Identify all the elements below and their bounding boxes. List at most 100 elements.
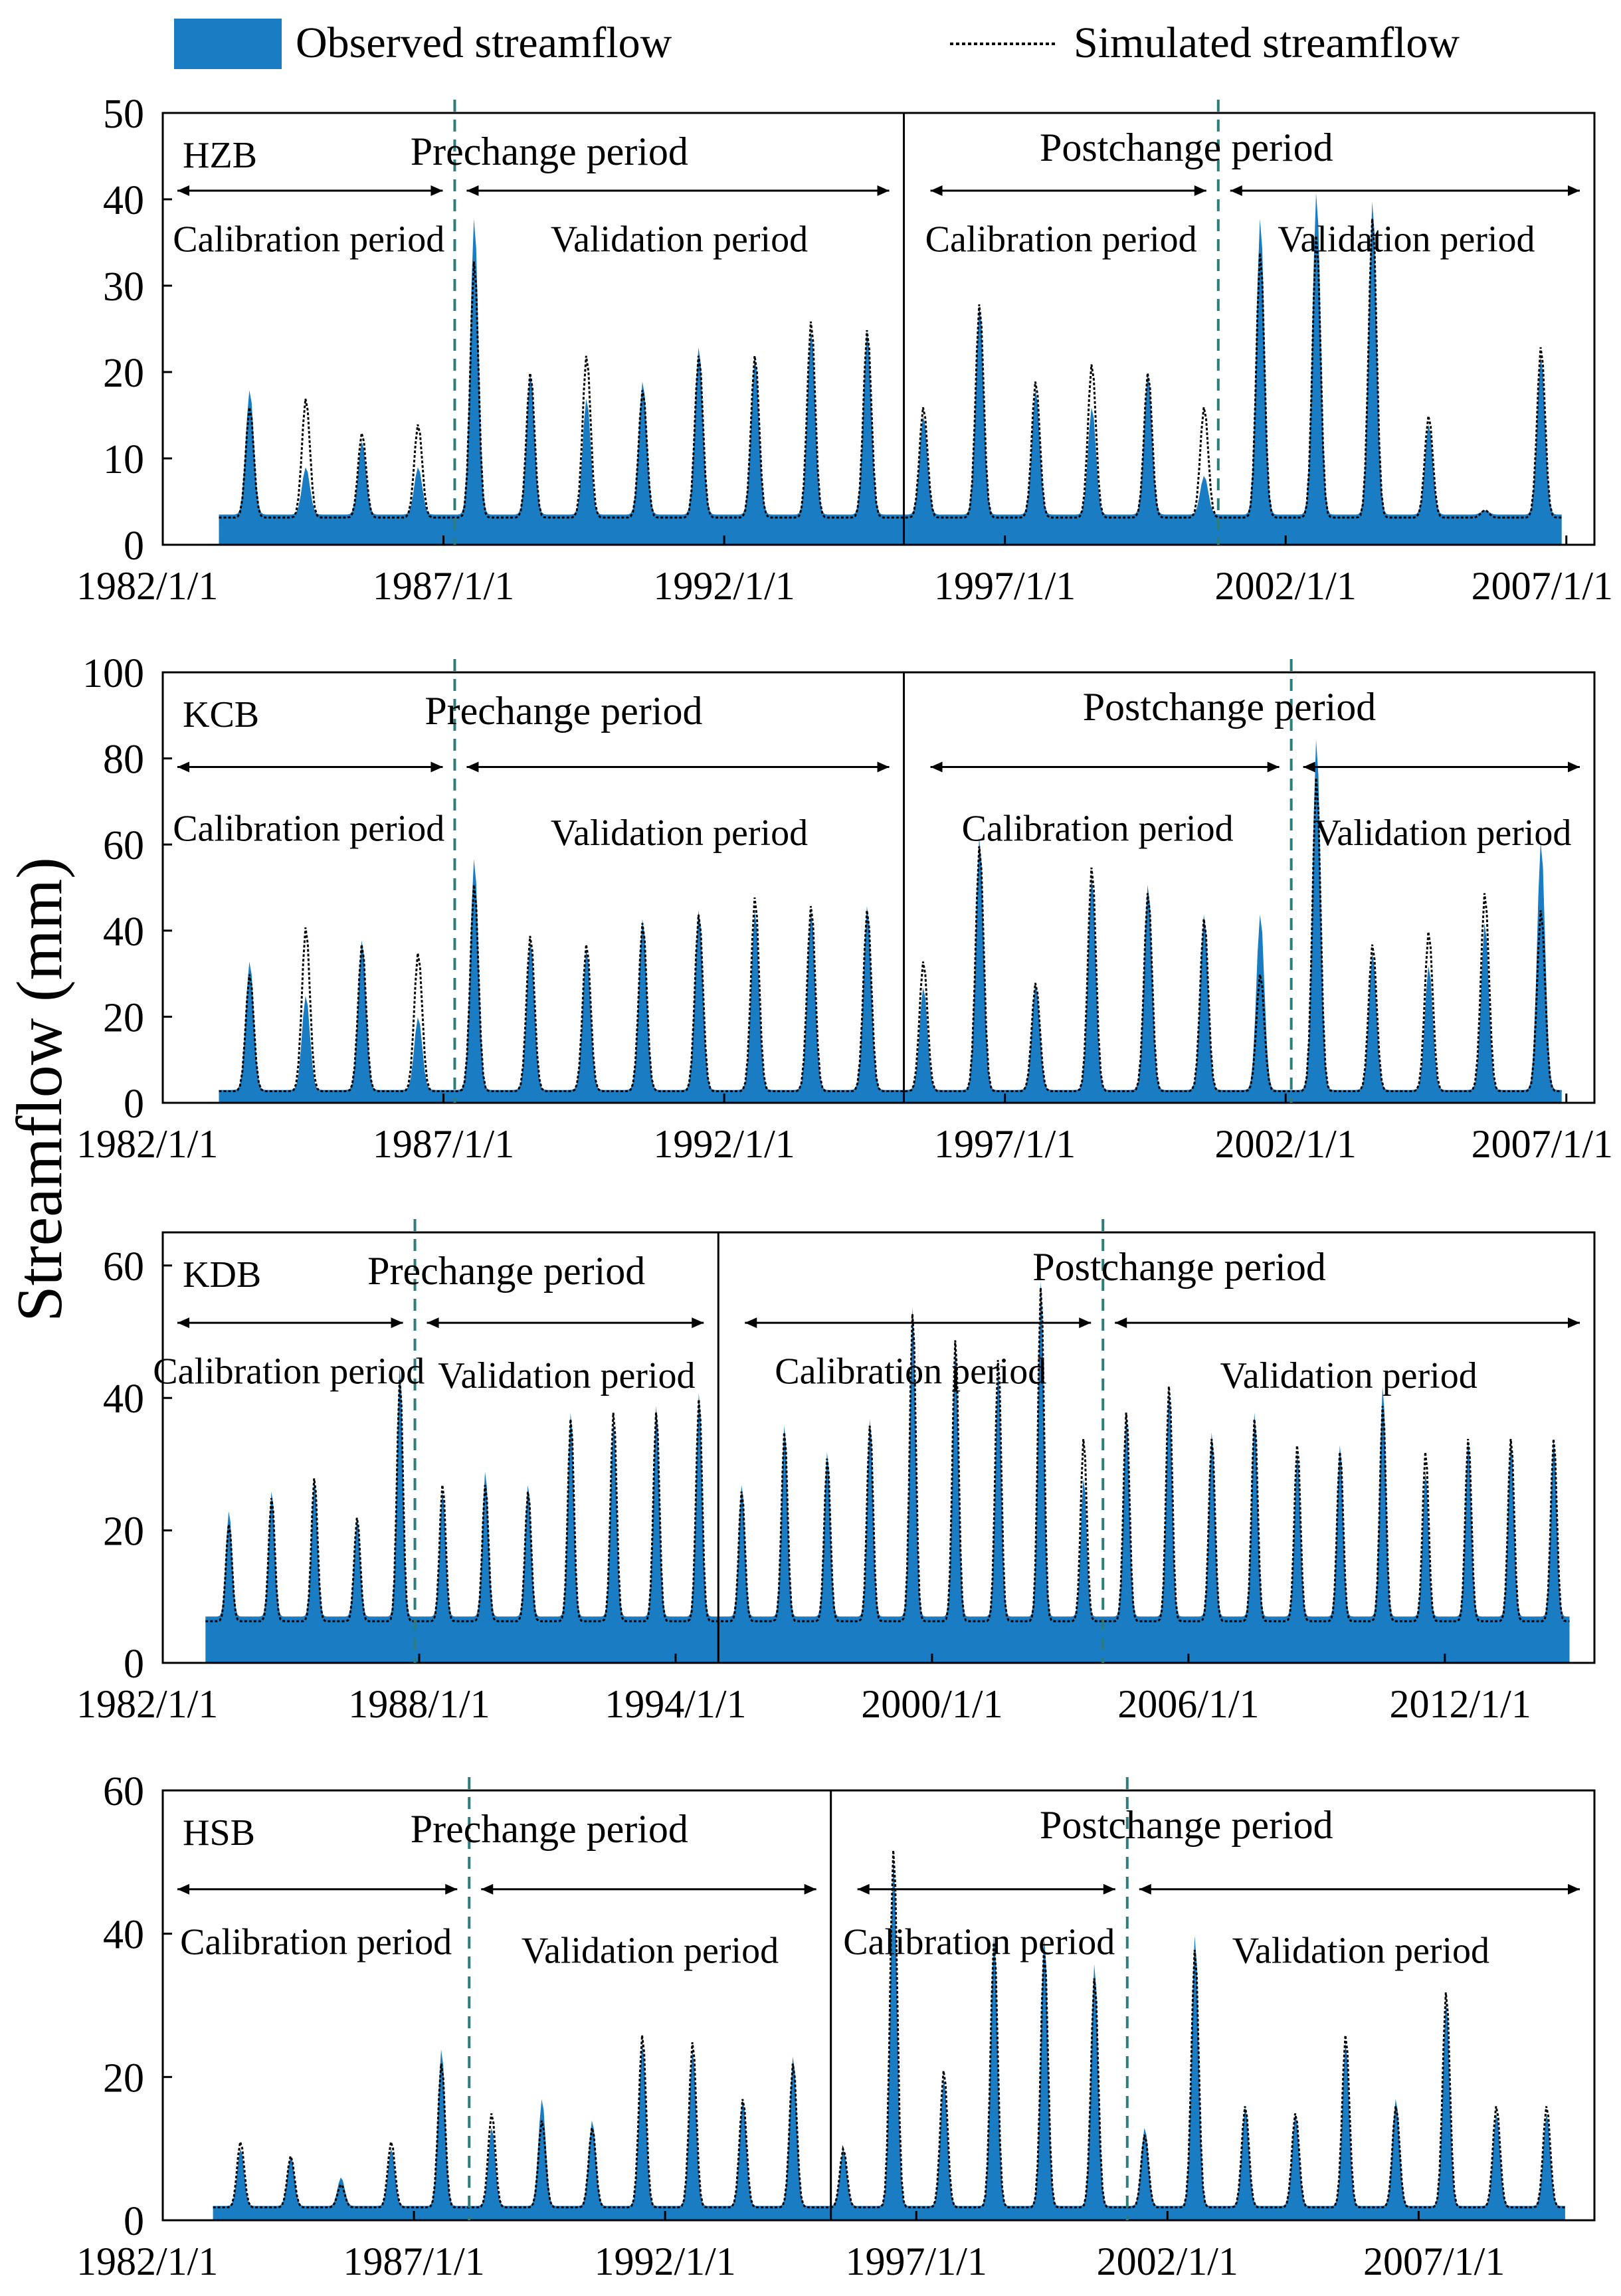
prechange-calibration-arrow-head-right xyxy=(430,761,443,773)
basin-label: KCB xyxy=(183,694,259,735)
postchange-period-label: Postchange period xyxy=(1040,1803,1333,1847)
postchange-validation-arrow-head-right xyxy=(1568,1883,1580,1895)
panel-kdb: 0 20 40 60 1982/1/1 1988/1/1 1994/1/1 2000/1/1 2… xyxy=(76,1219,1596,1726)
simulated-streamflow-line xyxy=(219,777,1562,1092)
prechange-period-label: Prechange period xyxy=(411,1807,688,1851)
prechange-calibration-arrow-head-left xyxy=(177,1883,189,1895)
y-tick-label: 0 xyxy=(124,1082,144,1127)
y-tick-label: 80 xyxy=(103,737,144,783)
y-tick-label: 0 xyxy=(124,524,144,569)
x-tick-label: 1997/1/1 xyxy=(934,1122,1076,1166)
postchange-calibration-arrow-head-left xyxy=(930,761,943,773)
prechange-validation-arrow-head-right xyxy=(692,1317,704,1329)
prechange-period-label: Prechange period xyxy=(367,1249,645,1293)
postchange-validation-arrow-head-left xyxy=(1303,761,1315,773)
prechange-calibration-label: Calibration period xyxy=(180,1921,452,1962)
y-tick-label: 20 xyxy=(103,2056,144,2101)
y-tick-label: 20 xyxy=(103,1509,144,1555)
prechange-validation-label: Validation period xyxy=(551,813,808,854)
y-tick-label: 20 xyxy=(103,995,144,1040)
postchange-calibration-label: Calibration period xyxy=(775,1351,1046,1392)
postchange-period-label: Postchange period xyxy=(1032,1245,1326,1289)
postchange-validation-arrow-head-left xyxy=(1115,1317,1127,1329)
x-tick-label: 2007/1/1 xyxy=(1472,564,1613,608)
postchange-validation-arrow-head-left xyxy=(1139,1883,1151,1895)
x-tick-label: 1997/1/1 xyxy=(934,564,1076,608)
postchange-calibration-arrow-head-left xyxy=(930,185,943,196)
y-tick-label: 40 xyxy=(103,178,144,223)
x-tick-label: 1982/1/1 xyxy=(76,1682,218,1726)
x-tick-label: 2006/1/1 xyxy=(1117,1682,1259,1726)
legend-observed-swatch xyxy=(174,19,282,69)
postchange-calibration-label: Calibration period xyxy=(962,808,1234,849)
prechange-calibration-arrow-head-right xyxy=(445,1883,458,1895)
panel-hzb: 0 10 20 30 40 50 1982/1/1 1987/1/1 1992/1/1 1997/… xyxy=(76,92,1613,608)
postchange-calibration-arrow-head-left xyxy=(745,1317,757,1329)
x-tick-label: 1987/1/1 xyxy=(343,2240,484,2283)
prechange-validation-arrow-head-right xyxy=(804,1883,816,1895)
postchange-calibration-arrow-head-right xyxy=(1103,1883,1115,1895)
postchange-validation-label: Validation period xyxy=(1278,219,1535,260)
postchange-calibration-label: Calibration period xyxy=(925,219,1197,260)
prechange-validation-arrow-head-right xyxy=(877,185,890,196)
postchange-validation-arrow-head-right xyxy=(1568,761,1580,773)
postchange-validation-label: Validation period xyxy=(1314,813,1571,854)
postchange-calibration-arrow-head-right xyxy=(1267,761,1280,773)
x-tick-label: 2007/1/1 xyxy=(1363,2240,1505,2283)
prechange-validation-arrow-head-left xyxy=(466,185,479,196)
y-tick-label: 40 xyxy=(103,909,144,955)
prechange-period-label: Prechange period xyxy=(411,130,688,173)
y-tick-label: 60 xyxy=(103,1244,144,1290)
observed-streamflow-area xyxy=(213,1857,1565,2220)
panel-frame xyxy=(161,671,1596,1104)
y-tick-label: 0 xyxy=(124,1642,144,1687)
postchange-calibration-arrow-head-left xyxy=(857,1883,870,1895)
prechange-calibration-arrow-head-left xyxy=(177,761,189,773)
postchange-calibration-label: Calibration period xyxy=(843,1921,1115,1962)
prechange-validation-arrow-head-left xyxy=(427,1317,439,1329)
prechange-validation-arrow-head-left xyxy=(481,1883,494,1895)
x-tick-label: 2002/1/1 xyxy=(1215,564,1357,608)
postchange-validation-label: Validation period xyxy=(1220,1355,1477,1396)
prechange-period-label: Prechange period xyxy=(425,689,702,733)
panel-frame xyxy=(161,1789,1596,2222)
basin-label: KDB xyxy=(183,1254,261,1295)
x-tick-label: 1987/1/1 xyxy=(373,564,514,608)
x-tick-label: 1987/1/1 xyxy=(373,1122,514,1166)
postchange-validation-arrow-head-right xyxy=(1568,185,1580,196)
y-tick-label: 50 xyxy=(103,92,144,137)
x-tick-label: 1997/1/1 xyxy=(846,2240,987,2283)
legend-simulated-label: Simulated streamflow xyxy=(1074,19,1460,67)
basin-label: HZB xyxy=(183,135,257,176)
simulated-streamflow-line xyxy=(213,1850,1565,2209)
x-tick-label: 1992/1/1 xyxy=(653,564,795,608)
observed-streamflow-area xyxy=(205,1281,1570,1663)
y-axis-title: Streamflow (mm) xyxy=(4,857,76,1321)
postchange-calibration-arrow-head-right xyxy=(1194,185,1206,196)
simulated-streamflow-line xyxy=(219,219,1562,519)
y-tick-label: 10 xyxy=(103,437,144,482)
postchange-period-label: Postchange period xyxy=(1083,685,1377,729)
x-tick-label: 1994/1/1 xyxy=(605,1682,746,1726)
prechange-calibration-arrow-head-right xyxy=(391,1317,403,1329)
prechange-validation-arrow-head-left xyxy=(466,761,479,773)
y-tick-label: 0 xyxy=(124,2199,144,2244)
x-tick-label: 2007/1/1 xyxy=(1472,1122,1613,1166)
y-tick-label: 60 xyxy=(103,823,144,868)
y-tick-label: 30 xyxy=(103,264,144,310)
x-tick-label: 1988/1/1 xyxy=(348,1682,490,1726)
prechange-calibration-arrow-head-left xyxy=(177,185,189,196)
y-tick-label: 60 xyxy=(103,1769,144,1814)
y-tick-label: 100 xyxy=(82,651,144,696)
postchange-validation-label: Validation period xyxy=(1232,1930,1489,1971)
prechange-calibration-arrow-head-right xyxy=(430,185,443,196)
prechange-calibration-label: Calibration period xyxy=(173,808,444,849)
legend: Observed streamflow Simulated streamflow xyxy=(174,19,1460,69)
x-tick-label: 1992/1/1 xyxy=(653,1122,795,1166)
panel-frame xyxy=(161,1231,1596,1664)
x-tick-label: 2000/1/1 xyxy=(861,1682,1002,1726)
x-tick-label: 2002/1/1 xyxy=(1215,1122,1357,1166)
observed-streamflow-area xyxy=(219,739,1562,1103)
x-tick-label: 2002/1/1 xyxy=(1097,2240,1238,2283)
